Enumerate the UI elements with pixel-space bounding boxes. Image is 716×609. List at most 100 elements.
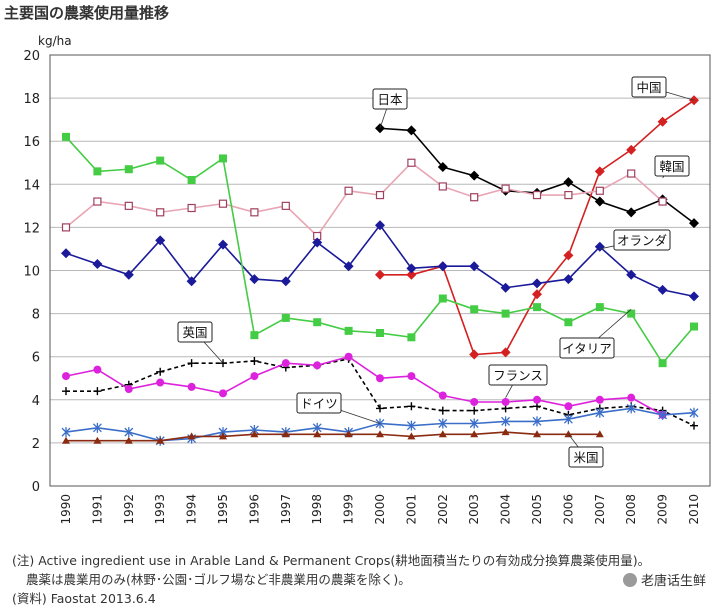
data-point (218, 239, 228, 250)
x-tick-label: 1994 (185, 494, 199, 525)
data-point (344, 352, 353, 361)
data-point (62, 132, 70, 141)
data-point (470, 406, 479, 415)
data-point (281, 313, 290, 322)
watermark-text: 老唐话生鲜 (640, 574, 706, 589)
data-point (93, 167, 102, 176)
data-point (532, 190, 542, 200)
data-point (281, 359, 290, 368)
callout-box (296, 392, 342, 414)
x-tick-label: 2001 (404, 494, 418, 525)
x-tick-label: 2006 (561, 494, 575, 525)
data-point (501, 184, 510, 193)
data-point (93, 197, 102, 206)
series-line (65, 161, 664, 238)
data-point (564, 318, 573, 327)
data-point (375, 220, 385, 231)
data-point (626, 144, 637, 155)
plot-frame (49, 54, 711, 487)
x-tick-label: 2008 (624, 494, 638, 525)
data-point (187, 175, 196, 184)
data-point (343, 261, 354, 272)
x-tick-label: 1999 (342, 494, 356, 525)
data-point (281, 430, 290, 438)
data-point (501, 428, 510, 436)
callout-box (613, 229, 671, 251)
data-point (376, 430, 384, 438)
x-tick-label: 1996 (247, 494, 261, 525)
data-point (375, 190, 385, 200)
data-point (658, 197, 667, 206)
data-point (375, 269, 385, 280)
data-point (281, 201, 290, 210)
callout-box (372, 88, 408, 110)
x-tick-label: 1990 (59, 494, 73, 525)
data-point (249, 274, 260, 285)
data-point (627, 169, 636, 178)
series-label: オランダ (617, 233, 667, 248)
data-point (93, 436, 102, 444)
y-tick-label: 16 (23, 135, 40, 150)
data-point (658, 359, 667, 368)
series-label: 韓国 (659, 159, 684, 174)
data-point (563, 414, 573, 425)
series-line (66, 431, 600, 442)
data-point (595, 430, 604, 438)
data-point (124, 427, 134, 438)
x-tick-label: 2009 (656, 494, 670, 525)
data-point (218, 199, 228, 208)
data-point (344, 326, 353, 335)
data-point (250, 331, 259, 340)
x-tick-label: 1992 (122, 494, 136, 525)
data-point (407, 158, 416, 167)
data-point (156, 156, 165, 165)
data-point (501, 397, 510, 406)
data-point (438, 391, 447, 400)
data-point (156, 208, 165, 217)
series-line (379, 127, 695, 224)
series-label: ドイツ (300, 396, 338, 411)
data-point (376, 328, 384, 337)
series-label: イタリア (562, 341, 612, 356)
data-point (563, 177, 574, 188)
x-tick-label: 2010 (687, 494, 701, 525)
data-point (219, 389, 227, 398)
data-point (124, 385, 133, 394)
data-point (438, 182, 447, 191)
callout-box (631, 76, 667, 98)
data-point (187, 203, 196, 213)
data-point (438, 418, 448, 429)
data-point (62, 372, 70, 381)
data-point (250, 372, 259, 381)
data-point (470, 305, 479, 314)
data-point (312, 237, 323, 248)
data-point (470, 193, 479, 202)
y-tick-label: 0 (32, 480, 40, 495)
data-point (438, 430, 447, 438)
data-point (533, 303, 541, 312)
data-point (280, 276, 291, 287)
data-point (689, 218, 699, 229)
data-point (62, 436, 70, 444)
data-point (533, 395, 541, 404)
data-point (313, 318, 322, 327)
callout-box (177, 321, 213, 343)
data-point (407, 333, 416, 342)
data-point (124, 436, 133, 444)
y-tick-label: 8 (32, 308, 40, 323)
data-point (626, 403, 636, 414)
data-point (156, 378, 165, 387)
data-point (250, 208, 259, 217)
data-point (563, 274, 574, 285)
series-label: 英国 (182, 325, 207, 340)
data-point (627, 309, 636, 318)
footnote-line-2: 農薬は農業用のみ(林野･公園･ゴルフ場など非農業用の農薬を除く)。 (26, 572, 411, 587)
data-point (376, 404, 384, 413)
data-point (533, 430, 541, 438)
x-tick-label: 2002 (436, 494, 450, 525)
data-point (689, 407, 699, 418)
data-point (376, 374, 384, 383)
data-point (594, 166, 605, 177)
data-point (313, 430, 322, 438)
